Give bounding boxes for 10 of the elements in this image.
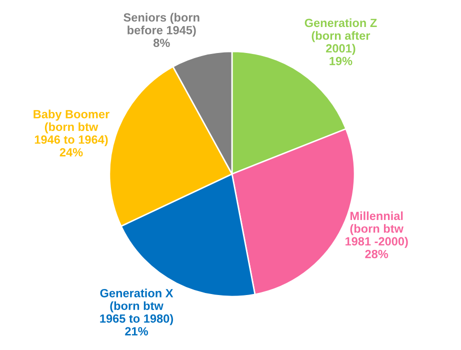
data-label: 24%: [60, 148, 83, 156]
data-label: 8%: [153, 38, 170, 48]
slice-label: Generation X (born btw 1965 to 1980): [100, 288, 174, 326]
data-label: 21%: [125, 327, 148, 336]
data-label: 19%: [330, 56, 352, 66]
slice-label: Baby Boomer (born btw 1946 to 1964): [34, 110, 110, 146]
data-label: 28%: [365, 250, 388, 258]
slice-label: Seniors (born before 1945): [124, 12, 200, 37]
slice-label: Generation Z (born after 2001): [304, 18, 377, 55]
slice-label: Millennial (born btw 1981 -2000): [346, 211, 408, 248]
